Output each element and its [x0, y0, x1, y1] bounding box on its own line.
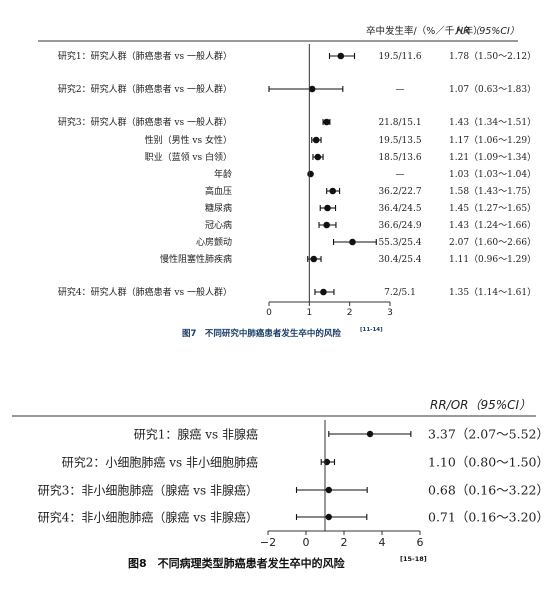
fig7-row-label: 冠心病	[205, 219, 232, 231]
fig8-row-label: 研究2：小细胞肺癌 vs 非小细胞肺癌	[62, 454, 258, 469]
fig8-caption-ref: [15-18]	[400, 555, 427, 563]
fig7-row-label: 研究2：研究人群（肺癌患者 vs 一般人群）	[58, 83, 232, 95]
fig7-row-rate: 7.2/5.1	[384, 288, 416, 298]
fig7-row-ci-text: 1.17（1.06～1.29）	[449, 135, 536, 146]
fig7-row-rate: 18.5/13.6	[378, 153, 421, 163]
fig7-point-estimate	[329, 187, 337, 195]
fig7-tick-label: 0	[266, 308, 272, 318]
fig7-row-rate: 19.5/13.5	[378, 136, 421, 146]
fig8-tick-label: 2	[341, 536, 348, 549]
fig7-tick-label: 3	[387, 308, 393, 318]
fig7-row-ci-text: 1.35（1.14～1.61）	[449, 287, 536, 298]
fig7-row: 冠心病 36.6/24.9 1.43（1.24～1.66）	[205, 219, 536, 231]
fig7-row-label: 研究3：研究人群（肺癌患者 vs 一般人群）	[58, 116, 232, 128]
fig7-point-estimate	[308, 85, 316, 93]
fig8-row-label: 研究3：非小细胞肺癌（腺癌 vs 非腺癌）	[38, 482, 258, 497]
fig7-x-axis: 0 1 2 3	[266, 44, 393, 318]
fig8-x-axis: −2 0 2 4 6	[260, 420, 424, 549]
fig7-row-label: 研究4：研究人群（肺癌患者 vs 一般人群）	[58, 286, 232, 298]
fig7-point-estimate	[323, 221, 330, 229]
fig8-tick-label: −2	[260, 536, 276, 549]
fig7-row: 心房颤动 55.3/25.4 2.07（1.60～2.66）	[196, 236, 536, 248]
fig7-row-rate: 36.2/22.7	[378, 187, 421, 197]
fig7-row-rate: —	[396, 85, 405, 95]
fig7-row: 职业（蓝领 vs 白领） 18.5/13.6 1.21（1.09～1.34）	[145, 151, 537, 163]
fig7-point-estimate	[312, 136, 320, 144]
fig7-row-ci-text: 1.78（1.50～2.12）	[449, 51, 536, 62]
fig7-row-label: 高血压	[205, 185, 232, 197]
fig8-row-ci-text: 3.37（2.07～5.52）	[428, 426, 546, 441]
fig7-row: 性别（男性 vs 女性） 19.5/13.5 1.17（1.06～1.29）	[145, 134, 537, 146]
fig7-point-estimate	[337, 52, 345, 60]
fig7-header-ratio: HR（95%CI）	[456, 25, 519, 37]
fig7-row-ci-text: 1.03（1.03～1.04）	[449, 169, 536, 180]
fig7-row-label: 心房颤动	[196, 236, 232, 248]
fig7-row: 糖尿病 36.4/24.5 1.45（1.27～1.65）	[205, 202, 536, 214]
fig7-row-ci-text: 1.58（1.43～1.75）	[449, 186, 536, 197]
fig8-tick-label: 0	[303, 536, 310, 549]
fig8-caption: 图8 不同病理类型肺癌患者发生卒中的风险	[128, 556, 346, 570]
fig7-row-ci-text: 1.45（1.27～1.65）	[449, 203, 536, 214]
fig7-row-label: 研究1：研究人群（肺癌患者 vs 一般人群）	[58, 50, 232, 62]
fig7-point-estimate	[320, 288, 327, 296]
fig7-point-estimate	[349, 238, 356, 246]
fig8-point-estimate	[366, 430, 374, 438]
fig7-row-ci-text: 1.07（0.63～1.83）	[449, 84, 536, 95]
fig8-row-ci-text: 1.10（0.80～1.50）	[428, 454, 546, 469]
fig7-row-label: 年龄	[214, 168, 232, 180]
fig7-header-rate: 卒中发生率/（%／千人年）	[366, 25, 483, 37]
fig8-tick-label: 6	[417, 536, 424, 549]
fig7-row-label: 职业（蓝领 vs 白领）	[145, 151, 232, 163]
fig7-row: 研究3：研究人群（肺癌患者 vs 一般人群） 21.8/15.1 1.43（1.34…	[58, 116, 536, 128]
fig7-row-ci-text: 1.11（0.96～1.29）	[449, 254, 536, 265]
figure8: RR/OR（95%CI） 研究1：腺癌 vs 非腺癌 3.37（2.07～5.52…	[12, 398, 546, 570]
fig7-row-rate: 30.4/25.4	[378, 255, 421, 265]
fig7-row: 研究2：研究人群（肺癌患者 vs 一般人群） — 1.07（0.63～1.83）	[58, 83, 536, 95]
fig7-tick-label: 2	[347, 308, 353, 318]
fig8-row: 研究2：小细胞肺癌 vs 非小细胞肺癌 1.10（0.80～1.50）	[62, 454, 546, 469]
fig7-rows: 研究1：研究人群（肺癌患者 vs 一般人群） 19.5/11.6 1.78（1.50…	[58, 50, 536, 298]
fig7-row: 研究1：研究人群（肺癌患者 vs 一般人群） 19.5/11.6 1.78（1.50…	[58, 50, 536, 62]
fig8-rows: 研究1：腺癌 vs 非腺癌 3.37（2.07～5.52） 研究2：小细胞肺癌 vs…	[38, 426, 546, 524]
fig7-point-estimate	[307, 170, 314, 178]
fig8-row-label: 研究1：腺癌 vs 非腺癌	[134, 426, 258, 441]
fig7-caption: 图7 不同研究中肺癌患者发生卒中的风险	[182, 328, 341, 339]
fig7-row-label: 慢性阻塞性肺疾病	[160, 253, 232, 265]
fig7-row-rate: 55.3/25.4	[378, 238, 421, 248]
figure7: 卒中发生率/（%／千人年） HR（95%CI） 研究1：研究人群（肺癌患者 vs…	[38, 25, 536, 339]
fig7-row-ci-text: 1.21（1.09～1.34）	[449, 152, 536, 163]
fig7-caption-ref: [11-14]	[360, 327, 383, 333]
fig7-point-estimate	[323, 118, 330, 126]
fig7-tick-label: 1	[306, 308, 312, 318]
fig7-row: 年龄 — 1.03（1.03～1.04）	[214, 168, 536, 180]
fig7-row-rate: 19.5/11.6	[378, 52, 421, 62]
fig7-row-rate: 21.8/15.1	[378, 118, 421, 128]
fig7-row-ci-text: 1.43（1.34～1.51）	[449, 117, 536, 128]
fig7-row-rate: —	[396, 170, 405, 180]
fig7-point-estimate	[324, 204, 331, 212]
fig7-row-rate: 36.4/24.5	[378, 204, 421, 214]
fig8-row: 研究3：非小细胞肺癌（腺癌 vs 非腺癌） 0.68（0.16～3.22）	[38, 482, 546, 497]
fig7-row: 高血压 36.2/22.7 1.58（1.43～1.75）	[205, 185, 536, 197]
fig7-row-label: 性别（男性 vs 女性）	[145, 134, 232, 146]
fig8-header-ratio: RR/OR（95%CI）	[430, 398, 531, 412]
fig7-row-ci-text: 1.43（1.24～1.66）	[449, 220, 536, 231]
fig8-point-estimate	[325, 486, 332, 494]
fig8-row-ci-text: 0.68（0.16～3.22）	[428, 482, 546, 497]
fig8-row: 研究4：非小细胞肺癌（腺癌 vs 非腺癌） 0.71（0.16～3.20）	[38, 509, 546, 524]
fig8-row-ci-text: 0.71（0.16～3.20）	[428, 509, 546, 524]
fig7-row: 慢性阻塞性肺疾病 30.4/25.4 1.11（0.96～1.29）	[160, 253, 536, 265]
fig8-row: 研究1：腺癌 vs 非腺癌 3.37（2.07～5.52）	[134, 426, 546, 441]
fig7-row: 研究4：研究人群（肺癌患者 vs 一般人群） 7.2/5.1 1.35（1.14～1…	[58, 286, 536, 298]
fig7-point-estimate	[314, 153, 322, 161]
fig7-point-estimate	[310, 255, 318, 263]
fig7-row-label: 糖尿病	[205, 202, 232, 214]
fig8-row-label: 研究4：非小细胞肺癌（腺癌 vs 非腺癌）	[38, 509, 258, 524]
fig8-point-estimate	[325, 513, 332, 521]
fig7-row-ci-text: 2.07（1.60～2.66）	[449, 237, 536, 248]
fig7-row-rate: 36.6/24.9	[378, 221, 421, 231]
fig8-tick-label: 4	[379, 536, 386, 549]
